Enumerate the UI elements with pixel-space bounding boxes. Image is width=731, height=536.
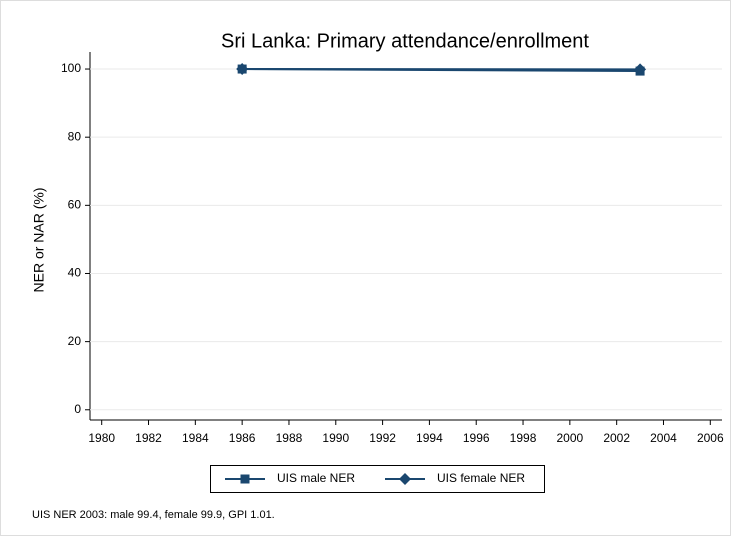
marker [634, 63, 647, 76]
legend-box [210, 465, 545, 493]
x-tick-label: 1998 [510, 431, 537, 445]
x-tick-label: 1990 [322, 431, 349, 445]
x-tick-label: 2004 [650, 431, 677, 445]
y-axis-label: NER or NAR (%) [31, 187, 47, 292]
x-tick-label: 1984 [182, 431, 209, 445]
x-tick-label: 2002 [603, 431, 630, 445]
chart-title: Sri Lanka: Primary attendance/enrollment [221, 30, 589, 52]
y-tick-label: 80 [68, 129, 82, 143]
x-tick-label: 1988 [276, 431, 303, 445]
x-tick-label: 1980 [88, 431, 115, 445]
marker [399, 473, 411, 485]
legend-label: UIS female NER [437, 471, 525, 485]
x-tick-label: 1992 [369, 431, 396, 445]
marker [236, 63, 249, 76]
x-tick-label: 2000 [557, 431, 584, 445]
legend-label: UIS male NER [277, 471, 355, 485]
x-tick-label: 1986 [229, 431, 256, 445]
note: UIS NER 2003: male 99.4, female 99.9, GP… [32, 509, 275, 521]
x-tick-label: 1982 [135, 431, 162, 445]
y-tick-label: 60 [68, 198, 82, 212]
y-tick-label: 0 [74, 402, 81, 416]
x-tick-label: 2006 [697, 431, 724, 445]
x-tick-label: 1996 [463, 431, 490, 445]
marker [240, 474, 250, 484]
y-tick-label: 100 [61, 61, 81, 75]
x-tick-label: 1994 [416, 431, 443, 445]
y-tick-label: 20 [68, 334, 82, 348]
y-tick-label: 40 [68, 266, 82, 280]
